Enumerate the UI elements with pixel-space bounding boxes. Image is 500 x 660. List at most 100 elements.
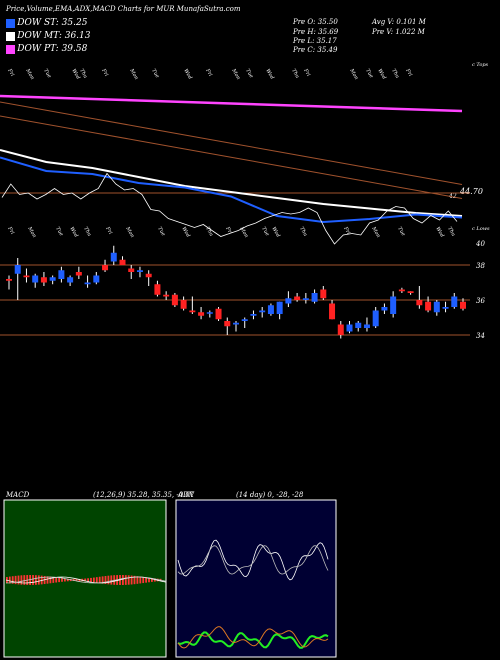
macd-histogram-bar (139, 576, 142, 584)
candle-date-label: Mon (26, 225, 37, 239)
ema-date-label: Wed (264, 68, 275, 80)
macd-histogram-bar (61, 578, 63, 582)
macd-histogram-bar (90, 577, 92, 583)
ema-close-line (1, 172, 458, 245)
macd-histogram-bar (142, 576, 145, 584)
macd-histogram-bar (49, 576, 52, 584)
macd-histogram-bar (107, 575, 110, 585)
candle-body (136, 270, 143, 272)
legend-item-mt: DOW MT: 36.13 (6, 31, 91, 41)
y-tick-label: 40 (476, 240, 485, 248)
candle-body (171, 294, 178, 306)
candle-body (363, 324, 370, 328)
ohlc-high: Pre H: 35.69 (293, 28, 339, 36)
candle-date-label: Fri (104, 225, 114, 236)
candle-date-label: Fri (224, 225, 234, 236)
adx-line (177, 539, 329, 581)
macd-histogram-bar (8, 576, 11, 584)
candle-body (250, 314, 257, 316)
macd-histogram-bar (93, 577, 95, 583)
adx-minus-di-line (177, 626, 329, 649)
candle-body (67, 277, 74, 283)
candle-body (40, 277, 47, 283)
macd-histogram-bar (32, 575, 34, 585)
ema-price-label: 44.70 (460, 187, 483, 196)
candle-date-label: Wed (180, 226, 191, 238)
candle-body (276, 301, 283, 314)
macd-histogram-bar (23, 575, 26, 585)
candle-date-label: Mon (238, 225, 249, 239)
macd-histogram-bar (58, 577, 60, 583)
candle-date-label: Wed (68, 226, 79, 238)
candle-body (154, 284, 161, 295)
macd-histogram-bar (110, 575, 113, 585)
candle-date-label: Mon (370, 225, 381, 239)
macd-histogram-bar (29, 575, 31, 585)
ema-date-label: Fri (204, 67, 214, 78)
candle-body (32, 275, 39, 283)
ema-date-label: Wed (70, 68, 81, 80)
ema-date-label: Tue (42, 68, 52, 79)
candle-body (259, 310, 266, 313)
candle-date-label: Fri (342, 225, 352, 236)
y-tick-label: 36 (476, 297, 485, 305)
candle-body (302, 298, 309, 300)
adx-line (177, 545, 329, 575)
macd-histogram-bar (35, 575, 37, 585)
candle-body (102, 265, 109, 271)
macd-histogram-bar (64, 578, 66, 582)
adx-label: ADX (178, 491, 194, 499)
macd-histogram-bar (133, 575, 136, 585)
macd-histogram-bar (151, 578, 153, 582)
candle-body (285, 298, 292, 304)
candle-body (49, 277, 56, 281)
candle-body (93, 275, 100, 283)
macd-histogram-bar (17, 575, 20, 585)
chart-title: Price,Volume,EMA,ADX,MACD Charts for MUR… (6, 5, 241, 13)
candle-body (128, 268, 135, 272)
macd-histogram-bar (78, 578, 81, 582)
candle-body (407, 291, 414, 293)
macd-histogram-bar (37, 575, 40, 585)
candle-body (58, 270, 65, 279)
candle-body (381, 307, 388, 311)
ema-corner-label: c Tops (472, 62, 489, 68)
legend-swatch-icon (6, 18, 15, 28)
candle-date-label: Mon (124, 225, 135, 239)
macd-histogram-bar (101, 576, 104, 584)
macd-histogram-bar (98, 576, 101, 584)
candle-date-label: Tue (156, 226, 166, 237)
candle-body (442, 307, 449, 309)
candle-corner-label: c Lows (472, 226, 490, 232)
candle-body (460, 301, 466, 309)
candle-body (433, 301, 440, 313)
ema-date-label: Fri (6, 67, 16, 78)
adx-values: (14 day) 0, -28, -28 (236, 491, 304, 499)
candle-body (206, 312, 213, 314)
ohlc-open: Pre O: 35.50 (293, 18, 338, 26)
macd-histogram-bar (52, 577, 55, 583)
macd-histogram-bar (122, 575, 124, 585)
y-tick-label: 38 (476, 262, 485, 270)
candle-body (198, 312, 205, 316)
candle-body (329, 303, 336, 320)
candle-body (145, 273, 152, 278)
candle-body (14, 265, 21, 274)
macd-histogram-bar (20, 575, 23, 585)
ohlc-close: Pre C: 35.49 (293, 46, 338, 54)
macd-histogram-bar (145, 577, 147, 583)
candle-body (6, 279, 12, 281)
candle-date-label: Tue (54, 226, 64, 237)
candle-body (163, 294, 170, 297)
ema-date-label: Tue (150, 68, 160, 79)
macd-histogram-bar (11, 576, 14, 584)
candle-body (416, 300, 423, 306)
macd-histogram-bar (104, 576, 107, 584)
candle-body (110, 252, 117, 262)
candle-body (267, 305, 274, 314)
macd-histogram-bar (148, 577, 150, 583)
candle-body (311, 293, 318, 302)
ema-date-label: Fri (302, 67, 312, 78)
ohlc-low: Pre L: 35.17 (293, 37, 337, 45)
macd-histogram-bar (87, 578, 89, 582)
